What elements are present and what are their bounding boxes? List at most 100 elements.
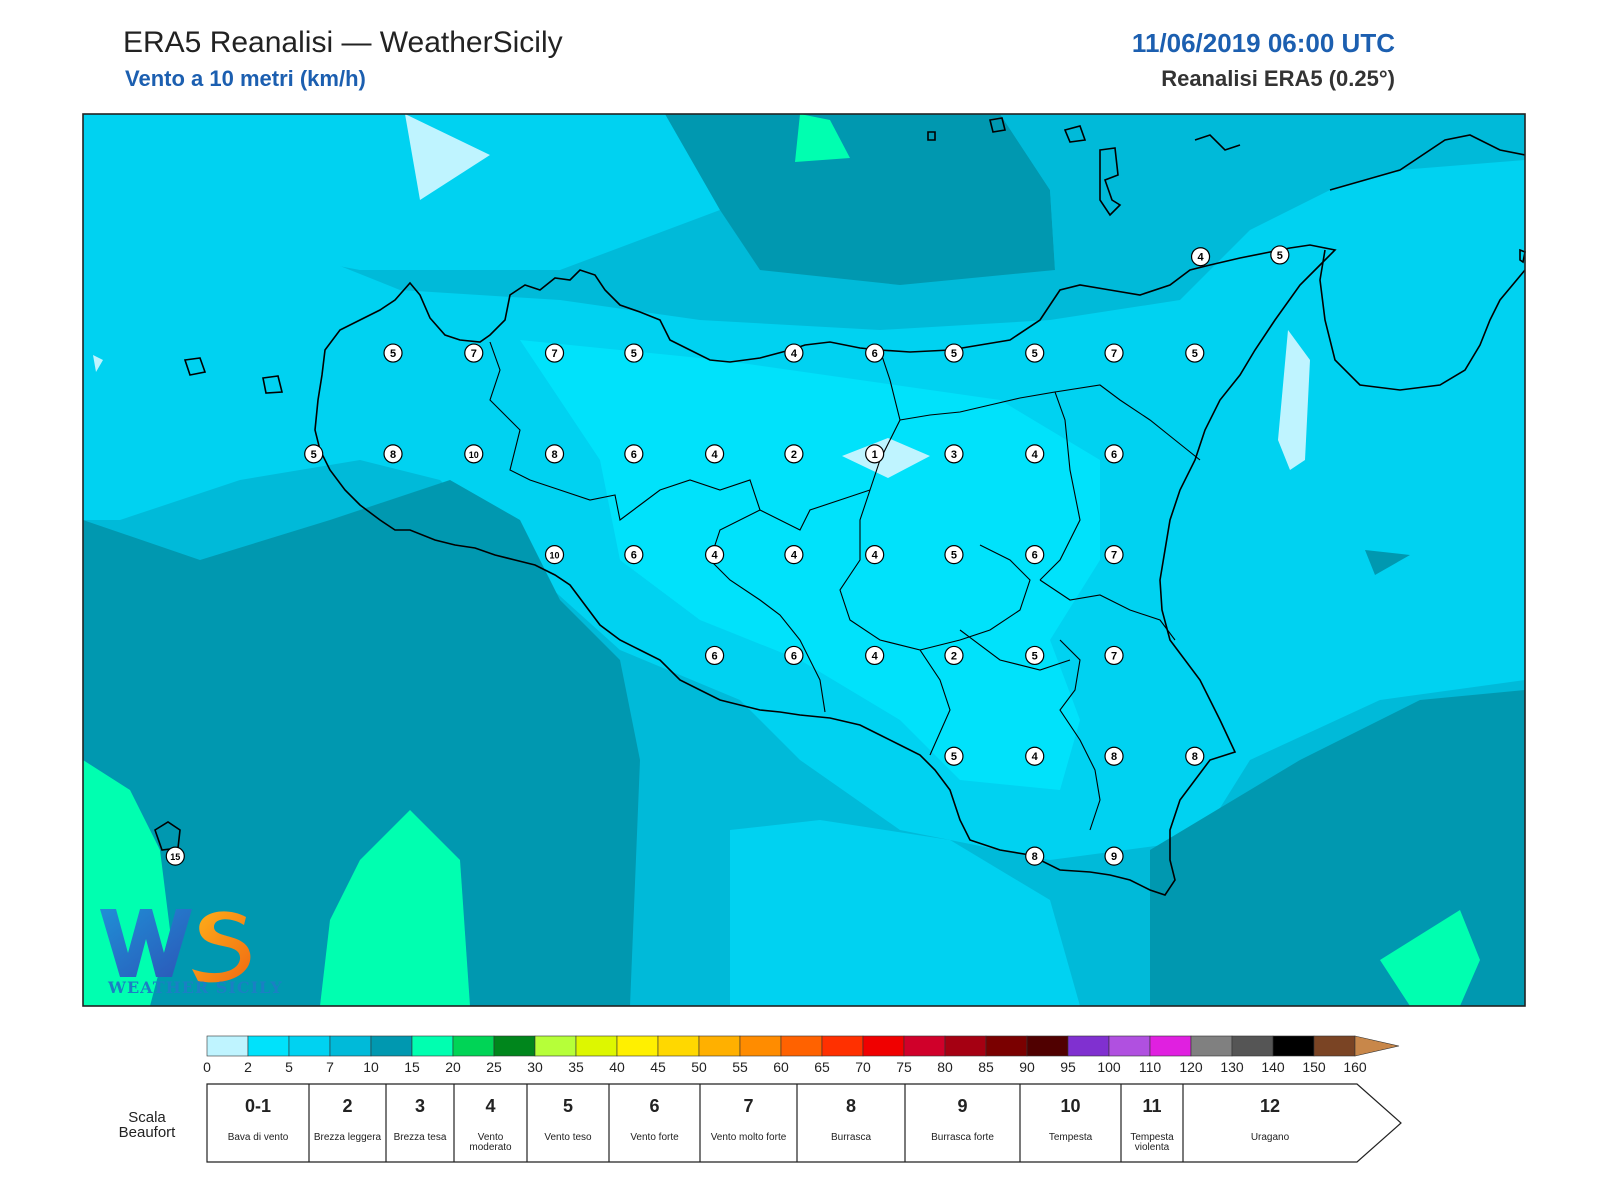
colorbar-swatch [247, 1035, 290, 1057]
station-marker: 4 [704, 545, 725, 565]
beaufort-number: 5 [562, 1096, 573, 1116]
station-marker: 7 [544, 343, 565, 363]
station-value: 4 [712, 449, 719, 461]
beaufort-description: Brezza tesa [393, 1132, 447, 1143]
station-circle [1104, 545, 1124, 565]
colorbar-swatch [575, 1035, 618, 1057]
colorbar-tick-label: 80 [937, 1059, 953, 1075]
station-value: 4 [872, 650, 879, 662]
colorbar-tick-label: 2 [244, 1059, 252, 1075]
colorbar-swatch [1108, 1035, 1151, 1057]
colorbar-swatch [616, 1035, 659, 1057]
station-marker: 2 [944, 645, 964, 666]
beaufort-description: Burrasca [830, 1132, 871, 1143]
station-marker: 8 [1025, 846, 1045, 866]
station-marker: 4 [865, 645, 885, 666]
map-frame [82, 113, 1526, 1007]
beaufort-description: Uragano [1250, 1132, 1290, 1143]
station-value: 2 [951, 650, 957, 662]
station-marker: 4 [1190, 247, 1211, 267]
station-value: 8 [551, 449, 557, 461]
station-value: 6 [1111, 449, 1117, 461]
station-value: 6 [872, 348, 878, 360]
station-value: 10 [550, 551, 560, 561]
coastlines [154, 117, 1526, 896]
colorbar-tick-label: 65 [814, 1059, 830, 1075]
station-marker: 4 [1025, 444, 1045, 464]
beaufort-number: 4 [485, 1096, 496, 1116]
station-circle [865, 343, 885, 363]
station-marker: 4 [865, 545, 885, 565]
station-value: 4 [1197, 252, 1204, 264]
beaufort-number: 12 [1259, 1096, 1281, 1116]
station-marker: 6 [865, 343, 885, 363]
station-circle [784, 545, 804, 565]
station-marker: 5 [944, 545, 964, 565]
station-circle [1104, 846, 1124, 866]
beaufort-number: 9 [957, 1096, 968, 1116]
station-marker: 5 [944, 343, 964, 363]
colorbar-tick-label: 30 [527, 1059, 543, 1075]
station-circle [784, 343, 804, 363]
station-circle [1104, 444, 1124, 464]
beaufort-number: 7 [743, 1096, 754, 1116]
colorbar-tick-label: 7 [326, 1059, 334, 1075]
station-value: 6 [631, 449, 637, 461]
station-marker: 5 [624, 343, 644, 363]
station-circle [784, 444, 804, 464]
station-circle [1270, 245, 1290, 265]
station-marker: 4 [704, 444, 725, 464]
beaufort-description: Vento forte [630, 1132, 679, 1143]
station-value: 1 [872, 449, 878, 461]
station-marker: 7 [1104, 343, 1124, 363]
beaufort-cell: 3 Brezza tesa [386, 1084, 454, 1162]
station-value: 4 [1032, 751, 1039, 763]
station-marker: 6 [704, 645, 725, 666]
station-marker: 8 [383, 444, 403, 464]
station-circle [464, 444, 484, 464]
colorbar-tick-label: 45 [650, 1059, 666, 1075]
colorbar-swatch [452, 1035, 495, 1057]
station-value: 7 [551, 348, 557, 360]
station-marker: 10 [464, 444, 484, 464]
colorbar-tick-label: 20 [445, 1059, 461, 1075]
colorbar-swatch [1190, 1035, 1233, 1057]
station-circle [1025, 645, 1045, 666]
station-marker: 8 [544, 444, 565, 464]
beaufort-description: Bava di vento [227, 1132, 289, 1143]
station-circle [1185, 746, 1205, 766]
station-marker: 7 [1104, 645, 1124, 666]
colorbar-tick-label: 140 [1261, 1059, 1285, 1075]
station-circle [944, 444, 964, 464]
station-value: 5 [1192, 348, 1198, 360]
station-marker: 7 [1104, 545, 1124, 565]
station-value: 5 [1277, 250, 1283, 262]
station-marker: 2 [784, 444, 804, 464]
colorbar-swatch [780, 1035, 823, 1057]
station-circle [1025, 545, 1045, 565]
station-value: 4 [872, 550, 879, 562]
station-circle [1025, 343, 1045, 363]
station-marker: 3 [944, 444, 964, 464]
beaufort-description: Brezza leggera [313, 1132, 382, 1143]
station-marker: 5 [1025, 645, 1045, 666]
station-value: 2 [791, 449, 797, 461]
station-circle [464, 343, 484, 363]
colorbar-tick-label: 10 [363, 1059, 379, 1075]
beaufort-outline [206, 1083, 1402, 1163]
beaufort-description: Tempesta [1048, 1132, 1093, 1143]
station-value: 6 [712, 650, 718, 662]
colorbar-swatch [698, 1035, 741, 1057]
beaufort-cell: 7 Vento molto forte [700, 1084, 797, 1162]
colorbar-swatch [411, 1035, 454, 1057]
wind-field [83, 114, 1525, 1006]
station-circle [944, 545, 964, 565]
colorbar-swatch [288, 1035, 331, 1057]
station-value: 7 [1111, 550, 1117, 562]
station-value: 6 [1032, 550, 1038, 562]
station-value: 5 [951, 751, 957, 763]
colorbar-swatch [329, 1035, 372, 1057]
colorbar-tick-label: 25 [486, 1059, 502, 1075]
beaufort-scale-title: Scala Beaufort [118, 1109, 176, 1141]
beaufort-cell: 5 Vento teso [527, 1084, 609, 1162]
